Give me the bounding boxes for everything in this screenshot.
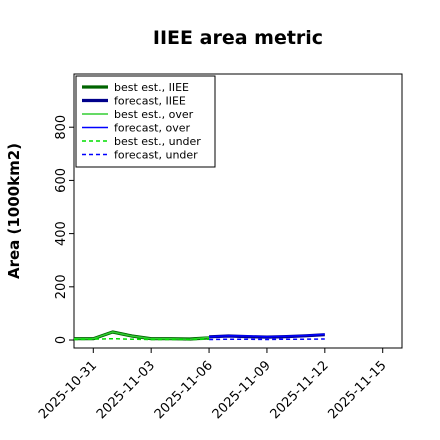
y-tick-label: 400 (54, 221, 69, 246)
series-line-3 (209, 333, 325, 338)
series-lines (73, 330, 325, 341)
y-tick-label: 800 (54, 115, 69, 140)
y-axis-label: Area (1000km2) (5, 143, 23, 279)
y-axis: 0 200 400 600 800 (54, 115, 74, 344)
series-line-4 (73, 337, 210, 341)
legend-label: best est., over (114, 108, 194, 121)
y-tick-label: 600 (54, 168, 69, 193)
x-tick-label: 2025-11-15 (325, 358, 389, 422)
legend-label: forecast, over (114, 122, 190, 135)
legend-label: best est., IIEE (114, 81, 189, 94)
x-tick-label: 2025-10-31 (36, 358, 100, 422)
x-tick-label: 2025-11-09 (210, 358, 274, 422)
plot-frame (73, 73, 403, 349)
series-line-5 (209, 338, 325, 341)
y-tick-label: 200 (54, 274, 69, 299)
y-tick-label: 0 (54, 336, 69, 344)
chart-title: IIEE area metric (153, 27, 323, 49)
legend-label: best est., under (114, 135, 201, 148)
legend-label: forecast, IIEE (114, 95, 186, 108)
legend-label: forecast, under (114, 149, 198, 162)
legend-frame (75, 75, 216, 168)
x-tick-label: 2025-11-06 (152, 358, 216, 422)
x-tick-label: 2025-11-03 (94, 358, 158, 422)
x-axis: 2025-10-312025-11-032025-11-062025-11-09… (36, 348, 390, 422)
x-tick-label: 2025-11-12 (268, 358, 332, 422)
